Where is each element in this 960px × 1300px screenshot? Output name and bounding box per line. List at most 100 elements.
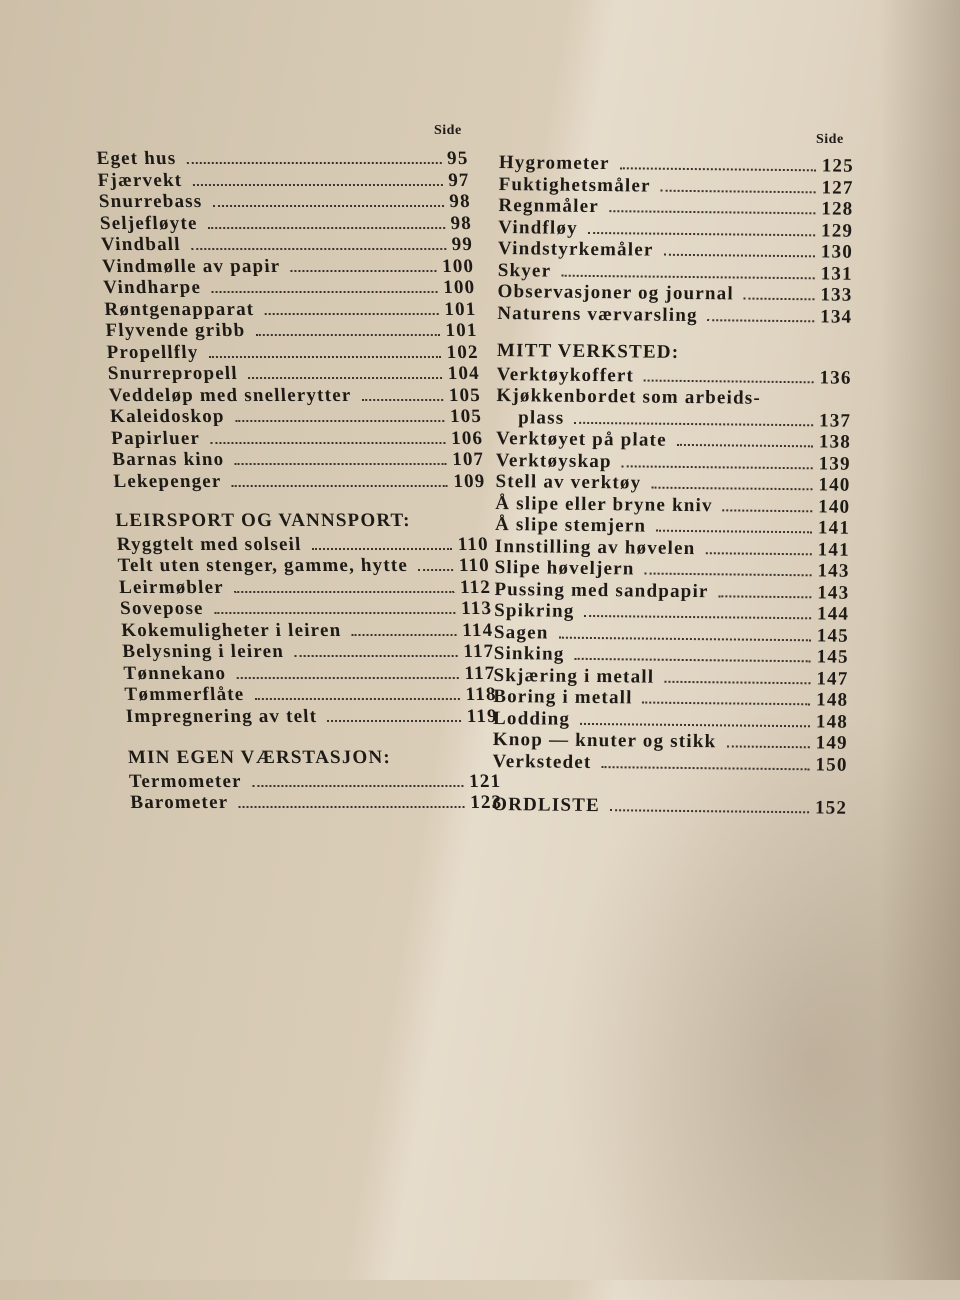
entry-title: Skjæring i metall — [493, 664, 655, 688]
entry-title: Termometer — [128, 770, 243, 792]
leader-dots — [234, 590, 455, 593]
leader-dots — [718, 594, 812, 598]
leader-dots — [213, 612, 456, 614]
entry-page: 100 — [441, 255, 475, 277]
section-heading: LEIRSPORT OG VANNSPORT: — [114, 510, 412, 531]
leader-dots — [234, 420, 445, 422]
entry-page: 117 — [463, 662, 497, 684]
leader-dots — [255, 334, 440, 336]
entry-page: 117 — [462, 641, 495, 662]
toc-section: Hygrometer 125 Fuktighetsmåler 127 Regnmåler… — [497, 152, 854, 328]
entry-title: Boring i metall — [493, 685, 633, 709]
entry-title: Barometer — [129, 792, 229, 813]
entry-page: 112 — [459, 576, 492, 598]
toc-entry: Kaleidoskop 105 — [110, 406, 483, 428]
leader-dots — [608, 210, 816, 215]
leader-dots — [351, 633, 457, 636]
leader-dots — [247, 377, 442, 379]
entry-page: 145 — [816, 646, 849, 668]
toc-entry: Ryggtelt med solseil 110 — [116, 534, 489, 556]
leader-dots — [361, 398, 444, 401]
side-label-left: Side — [434, 123, 462, 138]
entry-page: 149 — [815, 732, 848, 754]
leader-dots — [676, 443, 813, 448]
leader-dots — [722, 508, 813, 512]
toc-entry: Tønnekano 117 — [123, 663, 496, 685]
leader-dots — [726, 745, 810, 749]
entry-title: Sagen — [493, 621, 549, 644]
entry-page: 136 — [819, 366, 852, 389]
toc-entry: Røntgenapparat 101 — [104, 299, 477, 321]
entry-title: Papirluer — [110, 427, 201, 449]
leader-dots — [664, 680, 811, 684]
entry-page: 148 — [815, 710, 849, 733]
entry-title: Verktøyet på plate — [495, 427, 667, 451]
toc-right-column: Hygrometer 125 Fuktighetsmåler 127 Regnmåler… — [492, 152, 854, 819]
entry-page: 137 — [818, 409, 852, 432]
entry-title: Telt uten stenger, gamme, hytte — [117, 555, 409, 576]
leader-dots — [208, 355, 441, 358]
entry-title: Tømmerflåte — [124, 684, 245, 705]
toc-entry: Naturens værvarsling 134 — [497, 302, 852, 327]
entry-title: Snurrepropell — [107, 363, 239, 384]
entry-title: Kokemuligheter i leiren — [120, 619, 342, 641]
toc-section: MIN EGEN VÆRSTASJON: Termometer 121 Baromet… — [127, 747, 502, 814]
entry-page: 131 — [820, 262, 853, 285]
entry-title: Verkstedet — [492, 750, 592, 773]
entry-title: Naturens værvarsling — [497, 302, 698, 326]
entry-title: Knop — knuter og stikk — [492, 728, 717, 753]
entry-title: Observasjoner og journal — [497, 280, 735, 305]
leader-dots — [327, 719, 461, 722]
leader-dots — [771, 404, 845, 405]
toc-entry: Kokemuligheter i leiren 114 — [121, 620, 494, 642]
entry-title: Fuktighetsmåler — [498, 173, 651, 197]
side-label-right: Side — [816, 132, 844, 147]
entry-title: Ryggtelt med solseil — [116, 533, 303, 555]
entry-title: Lekepenger — [112, 470, 223, 492]
entry-page: 99 — [451, 234, 474, 255]
entry-title: Belysning i leiren — [121, 641, 285, 662]
toc-entry: Barnas kino 107 — [112, 449, 485, 471]
entry-page: 101 — [444, 320, 479, 341]
leader-dots — [212, 205, 444, 207]
leader-dots — [656, 529, 812, 534]
entry-page: 140 — [818, 495, 851, 518]
entry-title: Sovepose — [119, 598, 205, 619]
entry-title: Vindharpe — [102, 277, 202, 298]
entry-page: 128 — [821, 198, 854, 220]
entry-page: 140 — [818, 474, 851, 496]
entry-title: Vindfløy — [498, 216, 578, 239]
entry-page: 141 — [817, 517, 851, 539]
entry-page: 134 — [820, 305, 853, 328]
entry-title: Verktøyskap — [495, 449, 612, 472]
toc-entry: Papirluer 106 — [111, 428, 484, 450]
leader-dots — [707, 318, 815, 322]
page-edge — [880, 0, 960, 1280]
entry-title: Å slipe stemjern — [494, 513, 647, 537]
entry-page: 104 — [447, 363, 481, 384]
entry-page: 113 — [460, 598, 493, 619]
entry-page: 144 — [816, 603, 850, 625]
toc-entry: Snurrepropell 104 — [107, 363, 480, 385]
leader-dots — [192, 183, 443, 186]
entry-page: 102 — [446, 341, 480, 363]
toc-entry: Propellfly 102 — [106, 342, 479, 364]
toc-entry: Eget hus 95 — [96, 148, 469, 170]
toc-entry: Vindmølle av papir 100 — [102, 256, 475, 278]
entry-page: 105 — [448, 384, 482, 406]
leader-dots — [660, 189, 816, 193]
entry-title: Tønnekano — [122, 662, 227, 684]
leader-dots — [207, 226, 445, 229]
leader-dots — [619, 167, 816, 172]
entry-title: Røntgenapparat — [103, 298, 255, 320]
leader-dots — [311, 547, 452, 550]
entry-page: 148 — [816, 689, 849, 711]
leader-dots — [190, 248, 446, 250]
leader-dots — [186, 162, 442, 164]
entry-page: 130 — [820, 241, 854, 263]
toc-entry: Sovepose 113 — [120, 598, 493, 620]
entry-page: 133 — [820, 284, 853, 306]
leader-dots — [251, 784, 464, 787]
leader-dots — [290, 269, 437, 272]
entry-title: Lodding — [492, 707, 571, 730]
